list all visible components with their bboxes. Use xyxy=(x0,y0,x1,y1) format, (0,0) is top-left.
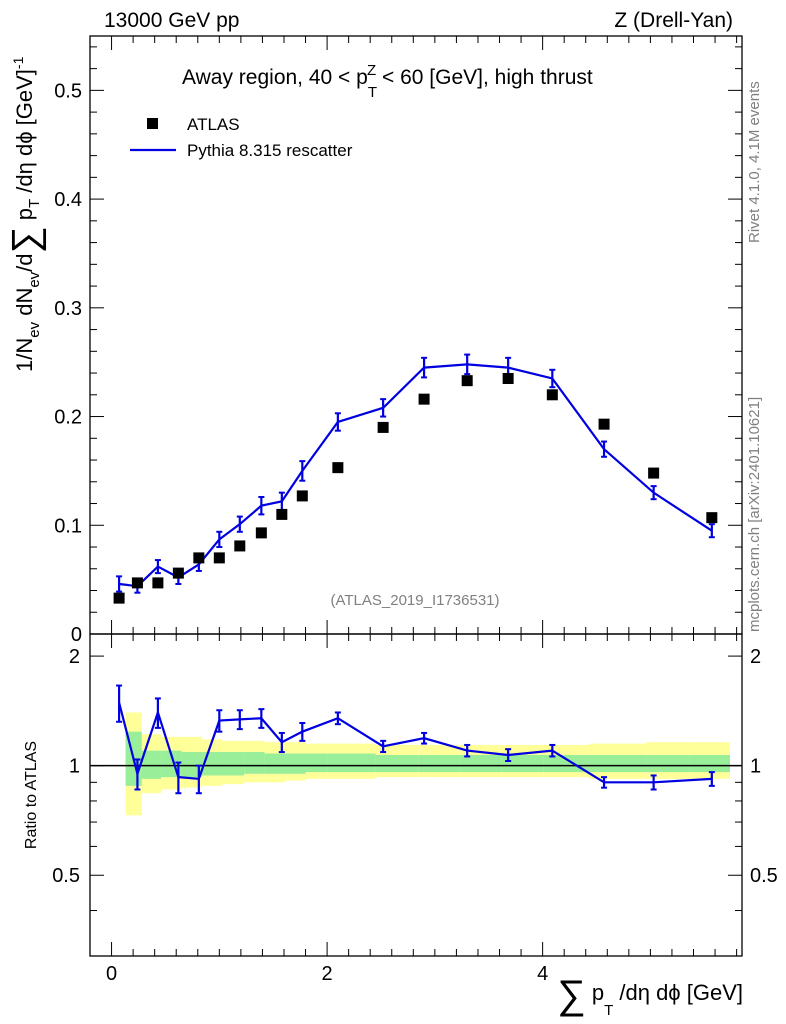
atlas-data-point xyxy=(502,372,514,384)
atlas-data-point xyxy=(706,512,718,524)
legend-marker-atlas xyxy=(147,118,158,129)
legend: ATLAS Pythia 8.315 rescatter xyxy=(130,115,353,160)
uncertainty-band-inner xyxy=(689,754,730,773)
header-right: Z (Drell-Yan) xyxy=(614,9,733,32)
atlas-data-point xyxy=(234,540,246,552)
atlas-data-point xyxy=(255,527,267,539)
uncertainty-band-inner xyxy=(244,752,265,774)
uncertainty-band-inner xyxy=(543,754,589,773)
uncertainty-band-inner xyxy=(305,753,328,773)
uncertainty-band-inner xyxy=(141,750,162,779)
uncertainty-band-inner xyxy=(646,754,690,773)
main-title: Away region, 40 < pTZ < 60 [GeV], high t… xyxy=(182,62,593,101)
y-tick-label: 0.2 xyxy=(54,407,82,429)
ratio-y-tick-label: 0.5 xyxy=(52,865,80,887)
y-tick-label: 0.1 xyxy=(54,515,82,537)
x-tick-label: 0 xyxy=(106,963,117,985)
main-plot-content xyxy=(113,353,718,604)
uncertainty-band-inner xyxy=(285,753,306,774)
ratio-frame xyxy=(89,633,743,957)
ratio-y-tick-label-right: 0.5 xyxy=(750,865,778,887)
ratio-panel: 0 2 4 0.5 0.5 1 1 2 2 Ratio to ATLAS ∑ pT /dη dϕ… xyxy=(23,633,778,1019)
ratio-plot-content xyxy=(90,684,742,816)
header-left: 13000 GeV pp xyxy=(104,9,239,32)
x-tick-label: 2 xyxy=(322,963,333,985)
atlas-data-point xyxy=(193,552,205,564)
atlas-data-point xyxy=(152,577,164,589)
uncertainty-band-inner xyxy=(418,754,460,773)
atlas-data-point xyxy=(546,389,558,401)
atlas-data-point xyxy=(377,421,389,433)
uncertainty-band-inner xyxy=(501,754,544,773)
atlas-data-point xyxy=(276,508,288,520)
ratio-axis-ticks: 0 2 4 0.5 0.5 1 1 2 2 xyxy=(52,634,778,985)
atlas-data-point xyxy=(332,462,344,474)
ratio-y-tick-label: 2 xyxy=(69,646,80,668)
atlas-data-point xyxy=(598,418,610,430)
atlas-data-point xyxy=(296,490,308,502)
pythia-line xyxy=(118,363,713,588)
uncertainty-band-inner xyxy=(264,753,286,774)
ratio-y-tick-label-right: 2 xyxy=(750,646,761,668)
ratio-y-tick-label-right: 1 xyxy=(750,756,761,778)
rivet-label: Rivet 4.1.0, 4.1M events xyxy=(746,81,763,243)
legend-label-pythia: Pythia 8.315 rescatter xyxy=(187,141,353,160)
atlas-data-point xyxy=(213,552,225,564)
uncertainty-band-inner xyxy=(459,754,502,773)
main-panel: 0 0.1 0.2 0.3 0.4 0.5 Away region, 40 < pTZ <… xyxy=(5,35,743,646)
mcplots-label: mcplots.cern.ch [arXiv:2401.10621] xyxy=(746,397,763,632)
x-tick-label: 4 xyxy=(537,963,548,985)
atlas-data-point xyxy=(172,567,184,579)
atlas-data-point xyxy=(461,375,473,387)
uncertainty-band-inner xyxy=(181,752,203,778)
uncertainty-band-inner xyxy=(222,752,245,776)
x-axis-label: ∑ pT /dη dϕ [GeV] xyxy=(557,973,743,1019)
uncertainty-band-inner xyxy=(327,753,376,773)
ratio-y-axis-label: Ratio to ATLAS xyxy=(23,741,40,849)
y-tick-label: 0.3 xyxy=(54,298,82,320)
y-tick-label: 0.4 xyxy=(54,189,82,211)
uncertainty-band-inner xyxy=(375,754,419,773)
ratio-y-tick-label: 1 xyxy=(69,756,80,778)
y-tick-label: 0.5 xyxy=(54,80,82,102)
atlas-data-point xyxy=(648,467,660,479)
watermark: (ATLAS_2019_I1736531) xyxy=(330,592,499,609)
legend-label-atlas: ATLAS xyxy=(187,115,240,134)
atlas-data-point xyxy=(418,393,430,405)
atlas-data-point xyxy=(113,592,125,604)
y-axis-label: 1/Nev dNev/d∑ pT /dη dϕ [GeV]-1 xyxy=(5,56,47,372)
y-tick-label: 0 xyxy=(71,624,82,646)
atlas-data-point xyxy=(131,577,143,589)
uncertainty-band-inner xyxy=(588,754,647,773)
